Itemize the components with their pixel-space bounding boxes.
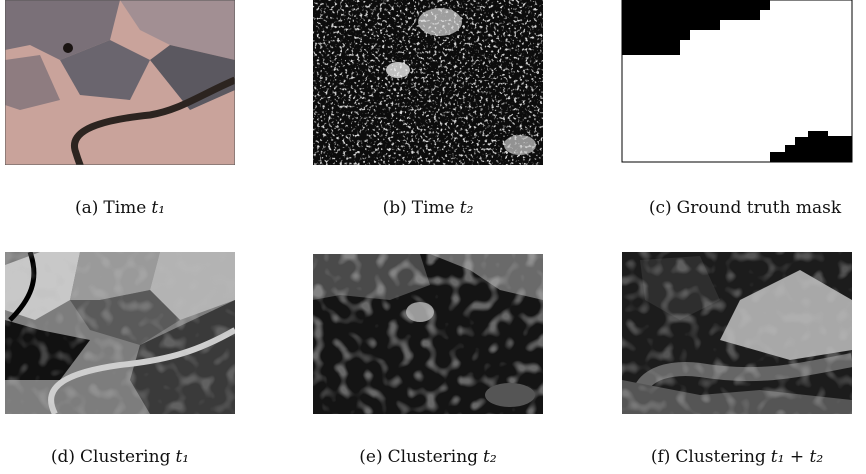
figure: (a)Timet₁(b)Timet₂(c)Ground truth mask(d… <box>0 0 866 474</box>
caption-label: (b) <box>383 198 407 218</box>
caption-text: Ground truth mask <box>677 198 842 218</box>
caption-text: Clustering <box>388 447 479 467</box>
image-d <box>5 252 235 414</box>
caption-math: t₁ <box>151 198 165 218</box>
caption-label: (c) <box>649 198 672 218</box>
caption-text: Clustering <box>675 447 766 467</box>
image-f <box>622 252 852 414</box>
caption-label: (a) <box>75 198 98 218</box>
caption-text: Clustering <box>80 447 171 467</box>
caption-math: t₂ <box>460 198 474 218</box>
caption-label: (e) <box>359 447 382 467</box>
caption-math: t₁ + t₂ <box>771 447 824 467</box>
image-c <box>622 0 852 162</box>
caption-math: t₂ <box>483 447 497 467</box>
caption-math: t₁ <box>175 447 189 467</box>
page: (a)Timet₁(b)Timet₂(c)Ground truth mask(d… <box>0 0 866 474</box>
caption-text: Time <box>103 198 146 218</box>
image-a <box>5 0 235 170</box>
caption-text: Time <box>412 198 455 218</box>
image-b <box>313 0 543 165</box>
caption: (c)Ground truth mask <box>649 198 842 218</box>
caption-label: (f) <box>651 447 671 467</box>
image-e <box>313 254 543 414</box>
caption-label: (d) <box>51 447 75 467</box>
